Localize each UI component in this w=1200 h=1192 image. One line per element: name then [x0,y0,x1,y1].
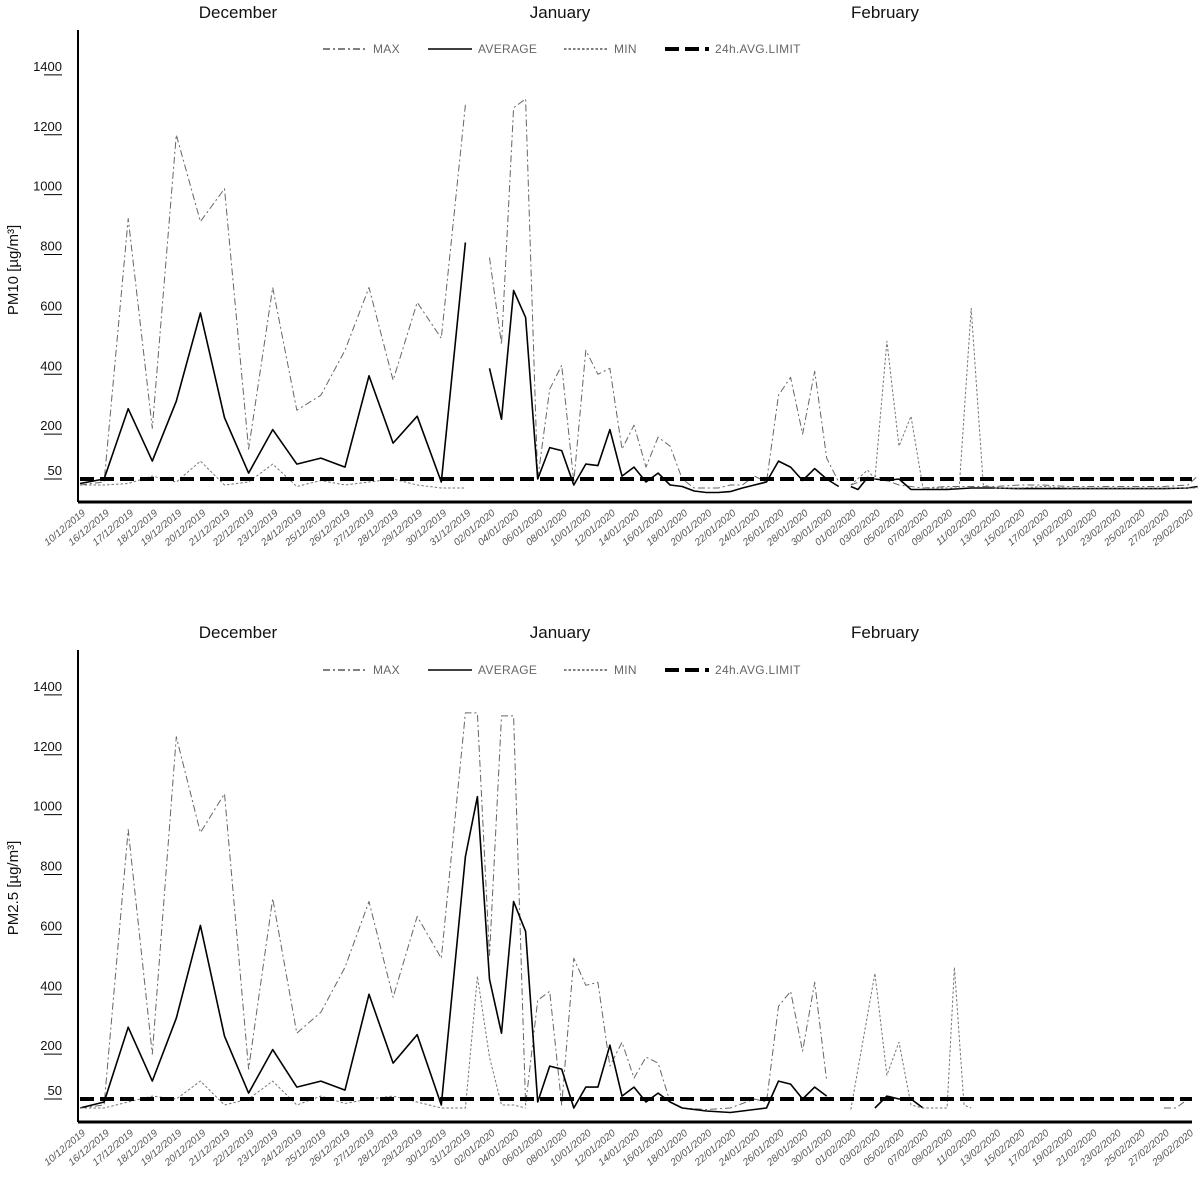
series-min-segment-0 [80,460,466,489]
legend-average-label: AVERAGE [478,663,537,677]
y-tick-label: 200 [40,1038,62,1053]
month-label-december: December [199,3,278,22]
month-label-january: January [530,3,591,22]
y-tick-label: 400 [40,358,62,373]
series-average-segment-0 [79,795,828,1114]
month-label-january: January [530,623,591,642]
series-max-segment-1 [1163,1098,1189,1109]
month-label-december: December [199,623,278,642]
series-min-segment-1 [850,307,1198,489]
legend-average-label: AVERAGE [478,42,537,56]
month-label-february: February [851,3,920,22]
y-tick-label: 50 [48,1083,62,1098]
series-min-segment-0 [80,975,526,1109]
series-max-segment-2 [850,475,1198,489]
y-axis-title: PM10 [µg/m³] [5,225,22,315]
y-tick-label: 1200 [33,739,62,754]
y-tick-label: 800 [40,239,62,254]
series-average-segment-0 [79,242,467,485]
y-tick-label: 800 [40,859,62,874]
legend-limit-label: 24h.AVG.LIMIT [715,42,801,56]
y-tick-label: 1000 [33,179,62,194]
y-tick-label: 200 [40,418,62,433]
y-axis-title: PM2.5 [µg/m³] [5,841,22,936]
legend-limit-label: 24h.AVG.LIMIT [715,663,801,677]
series-max-segment-0 [79,104,466,486]
legend-max-label: MAX [373,663,400,677]
pm25-chart: December January February 50 200 400 600 800 100… [5,623,1196,1169]
y-tick-label: 1400 [33,59,62,74]
y-tick-label: 600 [40,298,62,313]
y-tick-label: 400 [40,978,62,993]
y-tick-label: 1000 [33,799,62,814]
series-max-segment-0 [79,712,828,1110]
series-average-segment-2 [850,476,1198,491]
y-tick-label: 1400 [33,679,62,694]
legend-max-label: MAX [373,42,400,56]
y-tick-label: 1200 [33,119,62,134]
series-min-segment-1 [850,966,972,1110]
series-max-segment-1 [489,98,840,489]
month-label-february: February [851,623,920,642]
y-tick-label: 50 [48,463,62,478]
y-tick-label: 600 [40,918,62,933]
pm10-chart: December January February 50 200 400 600 800 100… [5,3,1198,549]
series-average-segment-1 [488,289,840,494]
legend-min-label: MIN [614,663,637,677]
legend-min-label: MIN [614,42,637,56]
